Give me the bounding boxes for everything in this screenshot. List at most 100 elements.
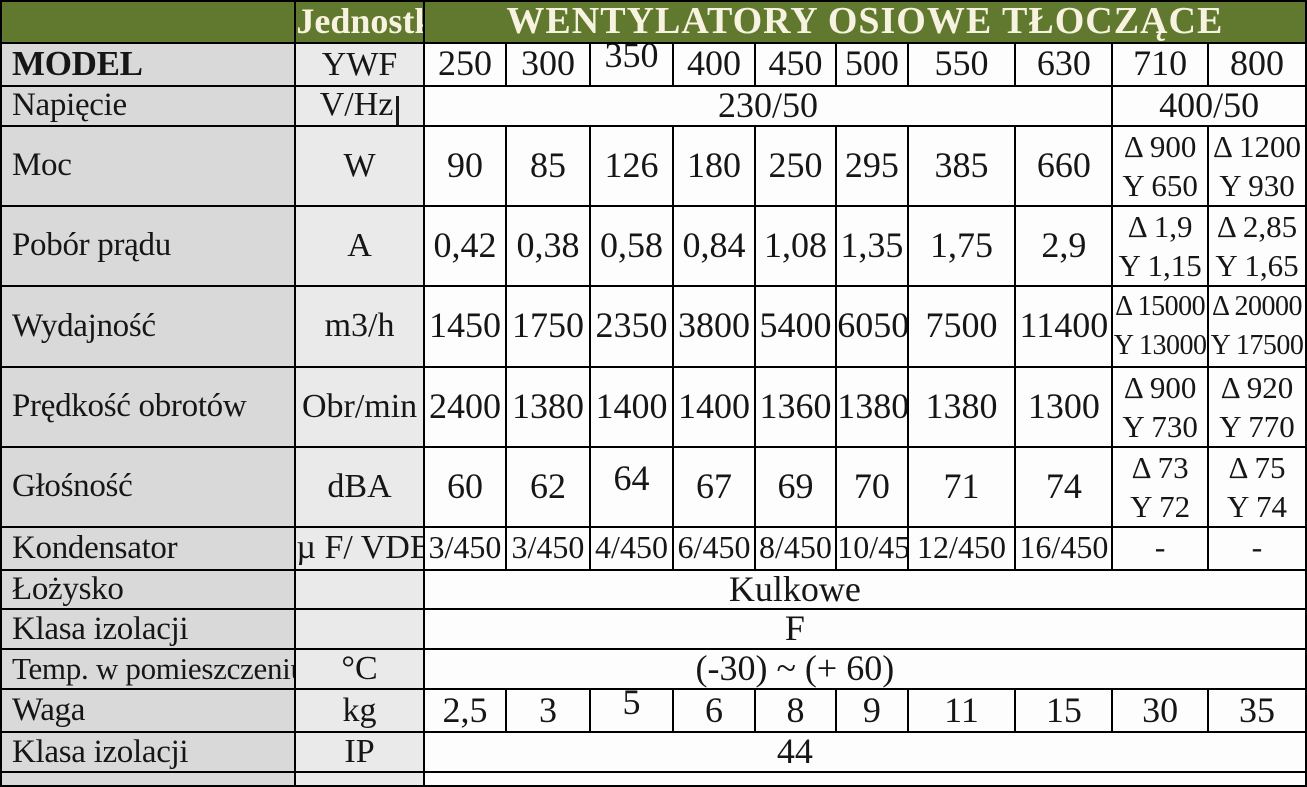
kondensator-value-cell: 3/450: [505, 525, 591, 571]
kondensator-value-cell: 6/450: [672, 525, 756, 571]
row-label-wydajnosc: Wydajność: [0, 284, 297, 368]
unit-temp: °C: [294, 648, 425, 691]
glosnosc-value-cell: 71: [906, 445, 1017, 528]
unit-predkosc: Obr/min: [294, 365, 425, 448]
model-col-500: 500: [835, 41, 909, 87]
pobor-value-cell: 1,75: [906, 204, 1017, 287]
wydajnosc-value-cell: 6050: [835, 284, 909, 368]
pobor-value-cell-800: Δ 2,85 Y 1,65: [1207, 204, 1307, 287]
wydajnosc-value-cell-800: Δ 20000 Y 17500: [1207, 284, 1307, 368]
unit-glosnosc: dBA: [294, 445, 425, 528]
capacitor-row: Kondensator µ F/ VDB 3/450 3/450 4/450 6…: [0, 525, 1307, 571]
predkosc-value-cell: 1400: [588, 365, 675, 448]
glosnosc-value-cell: 67: [672, 445, 756, 528]
wydajnosc-value-cell: 3800: [672, 284, 756, 368]
predkosc-value-cell: 1400: [672, 365, 756, 448]
row-label-klasa-ip: Klasa izolacji: [0, 731, 297, 773]
bearing-value-cell: Kulkowe: [422, 568, 1307, 611]
voltage-row: Napięcie V/Hz 230/50 400/50: [0, 84, 1307, 127]
waga-value-cell: 11: [906, 688, 1017, 734]
unit-moc: W: [294, 124, 425, 207]
moc-value-cell: 250: [753, 124, 838, 207]
unit-klasa-ip: IP: [294, 731, 425, 773]
ip-class-row: Klasa izolacji IP 44: [0, 731, 1307, 773]
waga-value-cell: 9: [835, 688, 909, 734]
pobor-value-cell: 0,38: [505, 204, 591, 287]
cutoff-row: [0, 770, 1307, 787]
wydajnosc-value-cell-710: Δ 15000 Y 13000: [1111, 284, 1209, 368]
row-label-waga: Waga: [0, 688, 297, 734]
moc-value-cell: 295: [835, 124, 909, 207]
airflow-row: Wydajność m3/h 1450 1750 2350 3800 5400 …: [0, 284, 1307, 368]
pobor-value-cell: 2,9: [1014, 204, 1114, 287]
table-title: WENTYLATORY OSIOWE TŁOCZĄCE: [422, 0, 1307, 44]
glosnosc-value-cell-800: Δ 75 Y 74: [1207, 445, 1307, 528]
noise-row: Głośność dBA 60 62 64 67 69 70 71 74 Δ 7…: [0, 445, 1307, 528]
unit-wydajnosc: m3/h: [294, 284, 425, 368]
unit-klasa-f: [294, 608, 425, 651]
cutoff-unit-cell: [294, 770, 425, 787]
wydajnosc-value-cell: 5400: [753, 284, 838, 368]
kondensator-value-cell: -: [1111, 525, 1209, 571]
kondensator-value-cell: -: [1207, 525, 1307, 571]
predkosc-value-cell: 1380: [505, 365, 591, 448]
waga-value-cell: 6: [672, 688, 756, 734]
bearing-row: Łożysko Kulkowe: [0, 568, 1307, 611]
model-col-800: 800: [1207, 41, 1307, 87]
model-col-450: 450: [753, 41, 838, 87]
unit-column-header: Jednostka: [294, 0, 425, 44]
kondensator-value-cell: 8/450: [753, 525, 838, 571]
unit-kondensator: µ F/ VDB: [294, 525, 425, 571]
kondensator-value-cell: 16/450: [1014, 525, 1114, 571]
pobor-value-cell-710: Δ 1,9 Y 1,15: [1111, 204, 1209, 287]
pobor-value-cell: 1,08: [753, 204, 838, 287]
weight-row: Waga kg 2,5 3 5 6 8 9 11 15 30 35: [0, 688, 1307, 734]
wydajnosc-value-cell: 1450: [422, 284, 508, 368]
ip-class-value-cell: 44: [422, 731, 1307, 773]
waga-value-cell: 15: [1014, 688, 1114, 734]
row-label-pobor: Pobór prądu: [0, 204, 297, 287]
waga-value-cell: 2,5: [422, 688, 508, 734]
glosnosc-value-cell: 64: [588, 445, 675, 528]
moc-value-cell-800: Δ 1200 Y 930: [1207, 124, 1307, 207]
row-label-klasa-f: Klasa izolacji: [0, 608, 297, 651]
model-row: MODEL YWF 250 300 350 400 450 500 550 63…: [0, 41, 1307, 87]
row-label-lozysko: Łożysko: [0, 568, 297, 611]
unit-lozysko: [294, 568, 425, 611]
glosnosc-value-cell: 74: [1014, 445, 1114, 528]
predkosc-value-cell: 2400: [422, 365, 508, 448]
unit-napiecie: V/Hz: [294, 84, 425, 127]
predkosc-value-cell: 1380: [835, 365, 909, 448]
model-col-350: 350: [588, 41, 675, 87]
moc-value-cell-710: Δ 900 Y 650: [1111, 124, 1209, 207]
unit-waga: kg: [294, 688, 425, 734]
model-col-400: 400: [672, 41, 756, 87]
glosnosc-value-cell: 69: [753, 445, 838, 528]
table-header-row: Jednostka WENTYLATORY OSIOWE TŁOCZĄCE: [0, 0, 1307, 44]
row-label-napiecie: Napięcie: [0, 84, 297, 127]
moc-value-cell: 90: [422, 124, 508, 207]
pobor-value-cell: 0,42: [422, 204, 508, 287]
waga-value-cell: 8: [753, 688, 838, 734]
model-col-550: 550: [906, 41, 1017, 87]
moc-value-cell: 385: [906, 124, 1017, 207]
moc-value-cell: 85: [505, 124, 591, 207]
row-label-glosnosc: Głośność: [0, 445, 297, 528]
waga-value-cell: 35: [1207, 688, 1307, 734]
insulation-class-value-cell: F: [422, 608, 1307, 651]
model-col-250: 250: [422, 41, 508, 87]
row-label-model: MODEL: [0, 41, 297, 87]
row-label-moc: Moc: [0, 124, 297, 207]
moc-value-cell: 180: [672, 124, 756, 207]
glosnosc-value-cell: 60: [422, 445, 508, 528]
wydajnosc-value-cell: 2350: [588, 284, 675, 368]
predkosc-value-cell: 1300: [1014, 365, 1114, 448]
model-col-630: 630: [1014, 41, 1114, 87]
predkosc-value-cell: 1360: [753, 365, 838, 448]
model-col-300: 300: [505, 41, 591, 87]
row-label-temp: Temp. w pomieszczeniu: [0, 648, 297, 691]
glosnosc-value-cell: 62: [505, 445, 591, 528]
wydajnosc-value-cell: 7500: [906, 284, 1017, 368]
moc-value-cell: 126: [588, 124, 675, 207]
